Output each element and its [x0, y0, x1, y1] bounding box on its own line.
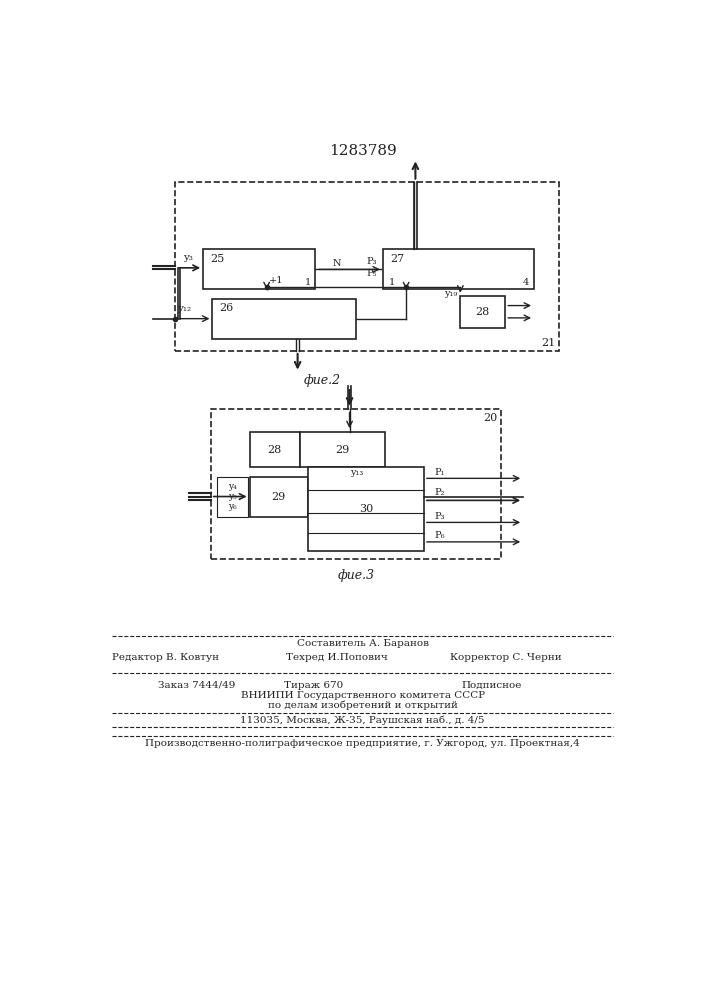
Text: 26: 26 [219, 303, 233, 313]
Text: Тираж 670: Тираж 670 [284, 681, 343, 690]
Text: 27: 27 [390, 254, 404, 264]
Text: P₂: P₂ [434, 488, 445, 497]
Bar [175, 182, 559, 351]
Bar [217, 477, 248, 517]
Text: фие.3: фие.3 [337, 569, 374, 582]
Text: Редактор В. Ковтун: Редактор В. Ковтун [112, 653, 219, 662]
Text: y₃: y₃ [183, 253, 193, 262]
Text: Производственно-полиграфическое предприятие, г. Ужгород, ул. Проектная,4: Производственно-полиграфическое предприя… [146, 739, 580, 748]
Text: Техред И.Попович: Техред И.Попович [286, 653, 387, 662]
Bar [203, 249, 315, 289]
Bar [308, 466, 424, 551]
Bar [460, 296, 506, 328]
Text: 4: 4 [523, 278, 530, 287]
Text: 28: 28 [476, 307, 490, 317]
Text: 113035, Москва, Ж-35, Раушская наб., д. 4/5: 113035, Москва, Ж-35, Раушская наб., д. … [240, 716, 485, 725]
Text: 21: 21 [541, 338, 555, 348]
Text: Заказ 7444/49: Заказ 7444/49 [158, 681, 235, 690]
Text: +1: +1 [269, 276, 284, 285]
Text: по делам изобретений и открытий: по делам изобретений и открытий [268, 700, 457, 710]
Bar [300, 432, 385, 466]
Text: y₅: y₅ [228, 492, 237, 501]
Text: P₃: P₃ [367, 257, 378, 266]
Text: Подписное: Подписное [461, 681, 522, 690]
Text: y₄: y₄ [228, 482, 237, 491]
Text: N: N [333, 259, 341, 268]
Text: y₁₉: y₁₉ [445, 289, 457, 298]
Bar [250, 477, 308, 517]
Text: y₁₂: y₁₂ [177, 304, 192, 313]
Text: 28: 28 [267, 445, 281, 455]
Text: P₁: P₁ [434, 468, 445, 477]
Bar [211, 409, 501, 559]
Text: P₃: P₃ [434, 512, 445, 521]
Text: 30: 30 [358, 504, 373, 514]
Text: 1: 1 [389, 278, 395, 287]
Bar [212, 299, 356, 339]
Text: Корректор С. Черни: Корректор С. Черни [450, 653, 561, 662]
Text: Составитель А. Баранов: Составитель А. Баранов [297, 639, 428, 648]
Text: 20: 20 [484, 413, 498, 423]
Bar [383, 249, 534, 289]
Text: фие.2: фие.2 [304, 374, 341, 387]
Bar [250, 432, 300, 466]
Text: 1283789: 1283789 [329, 144, 397, 158]
Text: 25: 25 [210, 254, 224, 264]
Text: y₁₃: y₁₃ [350, 468, 363, 477]
Text: P₆: P₆ [434, 531, 445, 540]
Text: 29: 29 [335, 445, 350, 455]
Text: y₆: y₆ [228, 502, 237, 511]
Text: 1: 1 [305, 278, 311, 287]
Text: P₅: P₅ [367, 269, 378, 278]
Text: 29: 29 [271, 492, 286, 502]
Text: ВНИИПИ Государственного комитета СССР: ВНИИПИ Государственного комитета СССР [240, 691, 485, 700]
